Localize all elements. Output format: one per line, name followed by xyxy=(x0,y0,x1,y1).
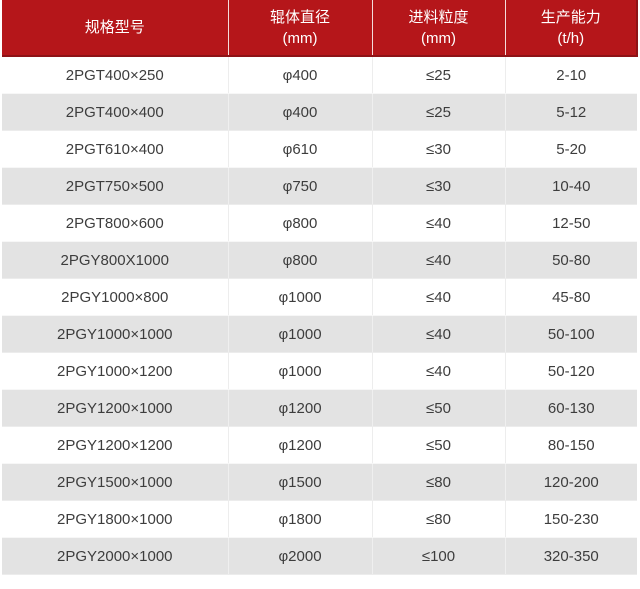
table-row: 2PGT610×400 φ610 ≤30 5-20 xyxy=(2,130,637,168)
table-cell: ≤30 xyxy=(372,130,506,168)
table-cell: ≤40 xyxy=(372,315,506,353)
table-row: 2PGY1000×1000 φ1000 ≤40 50-100 xyxy=(2,315,637,353)
table-cell: ≤50 xyxy=(372,389,506,427)
table-cell: 2PGY1200×1200 xyxy=(2,426,229,464)
column-header-label: 规格型号 xyxy=(84,19,145,36)
table-cell: φ1500 xyxy=(228,463,373,501)
table-cell: φ800 xyxy=(228,204,373,242)
table-cell: 10-40 xyxy=(505,167,637,205)
table-cell: ≤80 xyxy=(372,500,506,538)
table-cell: 2PGY800X1000 xyxy=(2,241,229,279)
table-cell: ≤25 xyxy=(372,93,506,131)
table-cell: 2-10 xyxy=(505,56,637,94)
table-cell: ≤100 xyxy=(372,537,506,575)
table-cell: φ1000 xyxy=(228,352,373,390)
table-body: 2PGT400×250 φ400 ≤25 2-10 2PGT400×400 φ400 ≤25… xyxy=(2,56,637,575)
table-cell: 80-150 xyxy=(505,426,637,464)
column-header-capacity: 生产能力 (t/h) xyxy=(505,0,638,57)
table-cell: φ1800 xyxy=(228,500,373,538)
table-cell: 2PGT750×500 xyxy=(2,167,229,205)
table-cell: 45-80 xyxy=(505,278,637,316)
column-header-unit: (mm) xyxy=(282,29,318,47)
roller-crusher-spec-table: 规格型号 辊体直径 (mm) 进料粒度 (mm) 生产能力 (t/h) 2PGT… xyxy=(2,0,638,575)
table-cell: 120-200 xyxy=(505,463,637,501)
table-cell: φ610 xyxy=(228,130,373,168)
table-cell: ≤50 xyxy=(372,426,506,464)
table-cell: φ1200 xyxy=(228,426,373,464)
column-header-label: 辊体直径 xyxy=(269,8,330,26)
table-cell: ≤40 xyxy=(372,352,506,390)
table-row: 2PGT400×250 φ400 ≤25 2-10 xyxy=(2,56,637,94)
column-header-unit: (t/h) xyxy=(557,29,585,47)
column-header-roller-diameter: 辊体直径 (mm) xyxy=(228,0,373,57)
table-cell: 50-120 xyxy=(505,352,637,390)
table-cell: φ1000 xyxy=(228,315,373,353)
table-cell: φ2000 xyxy=(228,537,373,575)
table-cell: ≤40 xyxy=(372,241,506,279)
table-row: 2PGY1000×1200 φ1000 ≤40 50-120 xyxy=(2,352,637,390)
table-cell: 50-100 xyxy=(505,315,637,353)
table-cell: 2PGT400×400 xyxy=(2,93,229,131)
table-cell: 2PGT800×600 xyxy=(2,204,229,242)
table-cell: 2PGY1200×1000 xyxy=(2,389,229,427)
table-cell: 2PGY1000×1000 xyxy=(2,315,229,353)
table-cell: ≤40 xyxy=(372,278,506,316)
column-header-label: 进料粒度 xyxy=(408,8,469,26)
table-row: 2PGT750×500 φ750 ≤30 10-40 xyxy=(2,167,637,205)
table-row: 2PGY1200×1200 φ1200 ≤50 80-150 xyxy=(2,426,637,464)
table-cell: 2PGY1000×800 xyxy=(2,278,229,316)
table-cell: φ1200 xyxy=(228,389,373,427)
table-row: 2PGY1500×1000 φ1500 ≤80 120-200 xyxy=(2,463,637,501)
table-row: 2PGY1000×800 φ1000 ≤40 45-80 xyxy=(2,278,637,316)
table-cell: 2PGY1800×1000 xyxy=(2,500,229,538)
table-header-row: 规格型号 辊体直径 (mm) 进料粒度 (mm) 生产能力 (t/h) xyxy=(2,0,638,57)
table-cell: ≤25 xyxy=(372,56,506,94)
table-cell: φ1000 xyxy=(228,278,373,316)
table-cell: φ400 xyxy=(228,93,373,131)
table-cell: φ750 xyxy=(228,167,373,205)
table-row: 2PGY1200×1000 φ1200 ≤50 60-130 xyxy=(2,389,637,427)
table-row: 2PGT800×600 φ800 ≤40 12-50 xyxy=(2,204,637,242)
table-cell: 2PGY1000×1200 xyxy=(2,352,229,390)
table-row: 2PGY2000×1000 φ2000 ≤100 320-350 xyxy=(2,537,637,575)
table-cell: 50-80 xyxy=(505,241,637,279)
table-row: 2PGY800X1000 φ800 ≤40 50-80 xyxy=(2,241,637,279)
table-cell: ≤30 xyxy=(372,167,506,205)
column-header-model: 规格型号 xyxy=(2,0,229,57)
table-cell: 12-50 xyxy=(505,204,637,242)
table-cell: 2PGY1500×1000 xyxy=(2,463,229,501)
table-cell: 5-12 xyxy=(505,93,637,131)
column-header-label: 生产能力 xyxy=(540,8,601,26)
table-cell: 2PGT400×250 xyxy=(2,56,229,94)
column-header-feed-size: 进料粒度 (mm) xyxy=(372,0,506,57)
table-cell: 60-130 xyxy=(505,389,637,427)
table-cell: ≤80 xyxy=(372,463,506,501)
table-cell: 2PGT610×400 xyxy=(2,130,229,168)
table-cell: φ800 xyxy=(228,241,373,279)
table-cell: 150-230 xyxy=(505,500,637,538)
column-header-unit: (mm) xyxy=(421,29,456,47)
table-cell: φ400 xyxy=(228,56,373,94)
table-cell: 2PGY2000×1000 xyxy=(2,537,229,575)
table-cell: 320-350 xyxy=(505,537,637,575)
table-row: 2PGY1800×1000 φ1800 ≤80 150-230 xyxy=(2,500,637,538)
table-row: 2PGT400×400 φ400 ≤25 5-12 xyxy=(2,93,637,131)
table-cell: ≤40 xyxy=(372,204,506,242)
table-cell: 5-20 xyxy=(505,130,637,168)
